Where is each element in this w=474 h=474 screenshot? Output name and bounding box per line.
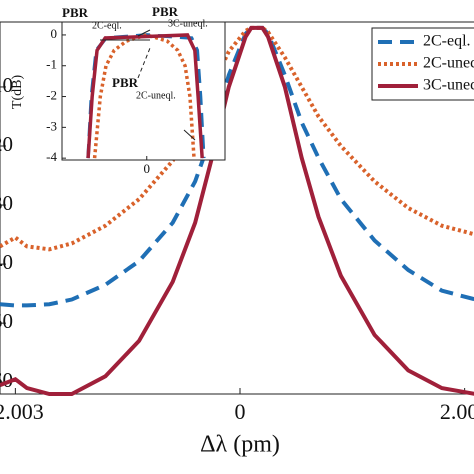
- inset-curves: [86, 33, 206, 159]
- x-tick-label: -2.003: [0, 399, 44, 424]
- inset-plot: 0 -1 -2 -3 -4 0: [46, 26, 206, 176]
- y-tick-label: -10: [0, 73, 13, 97]
- data-line: [0, 25, 474, 252]
- inset-y-label: T(dB): [10, 75, 25, 110]
- annotation-arrows: [100, 29, 196, 141]
- x-tick-label: 2.003: [440, 399, 474, 424]
- y-tick-label: -20: [0, 132, 13, 156]
- data-line: [92, 33, 196, 159]
- inset-y-tick-label: -2: [46, 88, 57, 103]
- annotation-subscript: 3C-uneql.: [168, 18, 208, 29]
- inset-y-tick-label: -3: [46, 118, 57, 133]
- inset-x-tick-label: 0: [144, 161, 151, 176]
- annotation: PBR: [112, 75, 139, 90]
- legend-label: 3C-uneql.: [423, 77, 474, 94]
- legend-label: 2C-uneql.: [423, 55, 474, 72]
- y-tick-label: -50: [0, 309, 13, 333]
- legend-label: 2C-eql.: [423, 33, 471, 50]
- inset-y-tick-label: -4: [46, 149, 57, 164]
- inset-y-tick-label: 0: [51, 26, 58, 41]
- data-line: [0, 25, 474, 396]
- annotation-subscript: 2C-eql.: [92, 20, 122, 31]
- inset-y-tick-label: -1: [46, 57, 57, 72]
- annotation: PBR: [62, 5, 89, 20]
- annotation-subscript: 2C-uneql.: [136, 90, 176, 101]
- x-tick-label: 0: [235, 399, 246, 424]
- annotation: PBR: [152, 4, 179, 19]
- data-line: [86, 33, 204, 159]
- legend: 2C-eql. 2C-uneql. 3C-uneql.: [378, 33, 474, 94]
- y-tick-label: -30: [0, 191, 13, 215]
- x-axis-label: Δλ (pm): [200, 432, 280, 458]
- y-tick-label: -40: [0, 250, 13, 274]
